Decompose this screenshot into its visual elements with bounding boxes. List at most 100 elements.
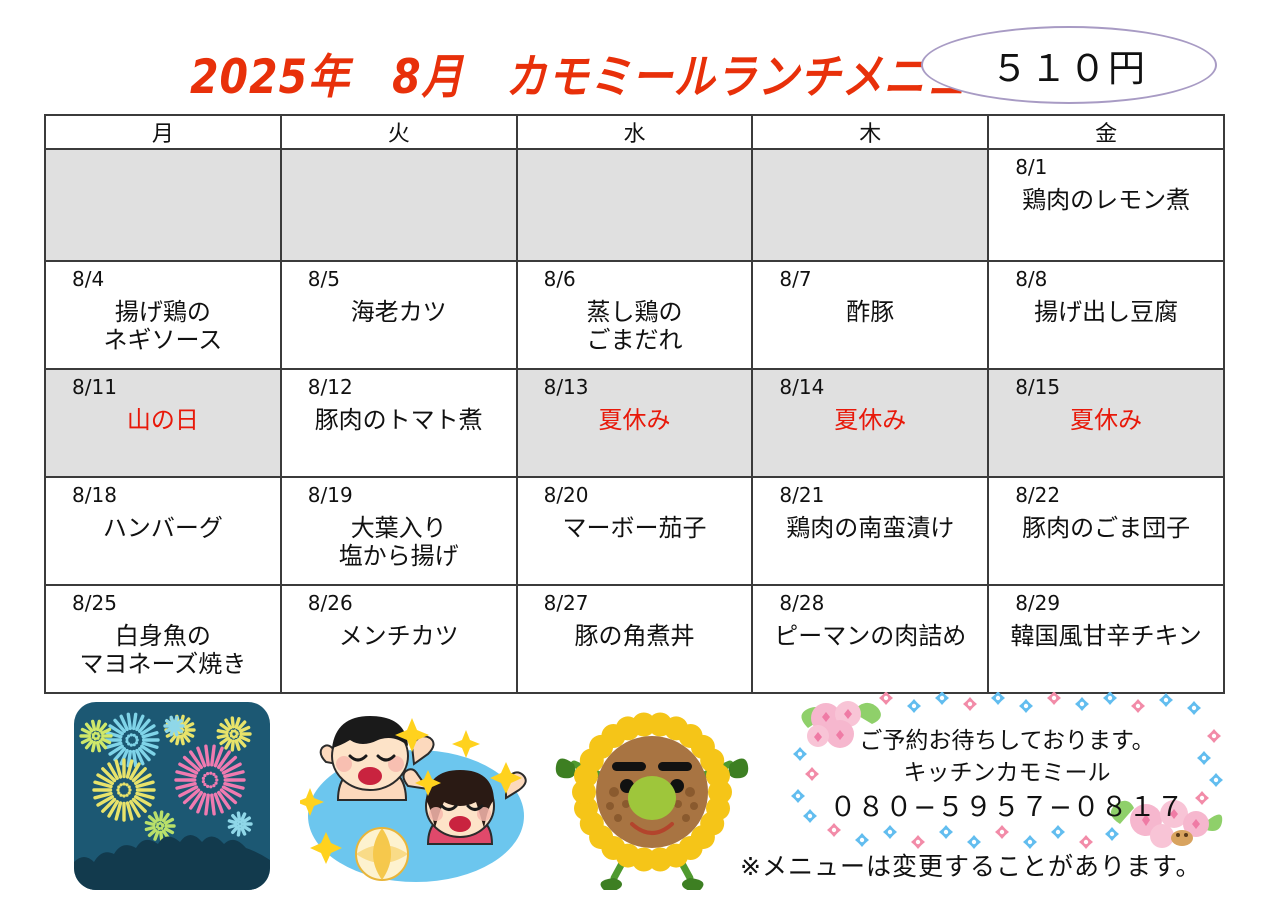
cell-dish-name: ピーマンの肉詰め [753,614,987,650]
cell-holiday-label: 山の日 [46,398,280,434]
cell-date: 8/20 [543,483,589,507]
cell-date: 8/13 [543,375,589,399]
swimming-kids-illustration [296,704,532,890]
dish-line-2: 塩から揚げ [338,542,459,571]
dish-line-2: ネギソース [103,326,223,355]
cell-date: 8/5 [307,267,340,291]
calendar-body: 8/1 鶏肉のレモン煮 8/4 揚げ鶏の ネギソース 8/5 海老カツ 8/6 蒸し鶏の ごまだれ… [44,148,1225,694]
calendar-cell[interactable]: 8/15 夏休み [987,368,1225,478]
dish-line-1: 揚げ出し豆腐 [1034,298,1179,326]
menu-change-note: ※メニューは変更することがあります。 [740,852,1202,881]
calendar-cell[interactable] [751,148,990,262]
cell-dish-name: 韓国風甘辛チキン [989,614,1223,650]
dish-line-1: 夏休み [1070,406,1143,434]
cell-holiday-label: 夏休み [753,398,987,434]
cell-dish-name: 海老カツ [282,290,516,326]
dish-line-1: 豚の角煮丼 [574,622,695,650]
calendar-cell[interactable]: 8/7 酢豚 [751,260,990,370]
cell-dish-name: ハンバーグ [46,506,280,542]
calendar-cell[interactable]: 8/28 ピーマンの肉詰め [751,584,990,694]
calendar-cell[interactable]: 8/5 海老カツ [279,260,518,370]
cell-date: 8/18 [72,483,117,507]
cell-dish-name: 鶏肉の南蛮漬け [753,506,987,542]
calendar-cell[interactable]: 8/4 揚げ鶏の ネギソース [44,260,282,370]
cell-dish-name [753,156,987,164]
cell-dish-name [282,156,516,164]
dish-line-1: 白身魚の [114,622,211,650]
calendar-cell[interactable]: 8/13 夏休み [515,368,754,478]
dish-line-1: 揚げ鶏の [114,298,211,326]
cell-date: 8/14 [779,375,825,399]
calendar-cell[interactable]: 8/25 白身魚の マヨネーズ焼き [44,584,282,694]
calendar-cell[interactable] [279,148,518,262]
cell-dish-name: 豚肉のごま団子 [989,506,1223,542]
dish-line-1: メンチカツ [338,622,459,650]
cell-date: 8/1 [1015,155,1048,179]
calendar-cell[interactable]: 8/22 豚肉のごま団子 [987,476,1225,586]
cell-date: 8/29 [1015,591,1061,615]
dish-line-1: ピーマンの肉詰め [774,622,967,650]
cell-dish-name: 揚げ鶏の ネギソース [46,290,280,355]
calendar-cell[interactable]: 8/26 メンチカツ [279,584,518,694]
dish-line-1: 韓国風甘辛チキン [1010,622,1202,650]
dish-line-1: ハンバーグ [102,514,223,542]
calendar-cell[interactable]: 8/6 蒸し鶏の ごまだれ [515,260,754,370]
table-header-row: 月 火 水 木 金 [44,114,1225,150]
calendar-cell[interactable] [44,148,282,262]
weekday-header-wed: 水 [515,114,754,150]
dish-line-1: 夏休み [598,406,671,434]
poster-footer: ご予約お待ちしております。 キッチンカモミール ０８０−５９５７−０８１７ ※メ… [0,692,1280,905]
swimming-kids-icon [296,716,527,882]
cell-dish-name: 大葉入り 塩から揚げ [282,506,516,571]
cell-date: 8/12 [307,375,353,399]
cell-dish-name [46,156,280,164]
cell-holiday-label: 夏休み [989,398,1223,434]
cell-date: 8/25 [72,591,117,615]
calendar-cell[interactable]: 8/11 山の日 [44,368,282,478]
calendar-cell[interactable]: 8/21 鶏肉の南蛮漬け [751,476,990,586]
dish-line-1: 鶏肉のレモン煮 [1022,186,1191,214]
calendar-cell[interactable] [515,148,754,262]
calendar-cell[interactable]: 8/1 鶏肉のレモン煮 [987,148,1225,262]
sunflower-illustration [548,706,756,892]
cell-date: 8/11 [72,375,117,399]
hydrangea-frame-decoration [791,692,1223,849]
page-title: 2025年 8月 カモミールランチメニュー [190,49,1010,105]
cell-dish-name: 鶏肉のレモン煮 [989,178,1223,214]
cell-date: 8/4 [72,267,105,291]
cell-dish-name: 豚の角煮丼 [518,614,752,650]
calendar-cell[interactable]: 8/18 ハンバーグ [44,476,282,586]
menu-calendar-table: 月 火 水 木 金 8/1 鶏肉のレモン煮 8/4 揚げ鶏の ネギソース 8/5 海老カツ 8… [44,114,1225,694]
calendar-cell[interactable]: 8/8 揚げ出し豆腐 [987,260,1225,370]
dish-line-1: 海老カツ [350,298,447,326]
calendar-cell[interactable]: 8/29 韓国風甘辛チキン [987,584,1225,694]
cell-dish-name: 豚肉のトマト煮 [282,398,516,434]
weekday-header-tue: 火 [279,114,518,150]
cell-dish-name: 揚げ出し豆腐 [989,290,1223,326]
cell-dish-name: メンチカツ [282,614,516,650]
dish-line-1: 豚肉のごま団子 [1022,514,1191,542]
calendar-cell[interactable]: 8/27 豚の角煮丼 [515,584,754,694]
calendar-cell[interactable]: 8/12 豚肉のトマト煮 [279,368,518,478]
calendar-cell[interactable]: 8/14 夏休み [751,368,990,478]
weekday-header-thu: 木 [751,114,990,150]
fireworks-icon [74,712,270,890]
calendar-cell[interactable]: 8/19 大葉入り 塩から揚げ [279,476,518,586]
price-label: ５１０円 [991,47,1147,90]
poster-header: 2025年 8月 カモミールランチメニュー ５１０円 [0,0,1280,112]
hydrangea-cluster-topleft [801,701,881,748]
dish-line-2: ごまだれ [586,326,683,355]
dish-line-1: 山の日 [126,406,199,434]
table-row: 8/1 鶏肉のレモン煮 [44,148,1225,262]
cell-dish-name: 酢豚 [753,290,987,326]
cell-date: 8/8 [1015,267,1048,291]
dish-line-1: 夏休み [834,406,907,434]
hydrangea-cluster-bottomright [1110,800,1223,848]
calendar-cell[interactable]: 8/20 マーボー茄子 [515,476,754,586]
dish-line-1: 蒸し鶏の [586,298,683,326]
dish-line-1: 鶏肉の南蛮漬け [786,514,955,542]
cell-date: 8/27 [543,591,589,615]
cell-date: 8/28 [779,591,825,615]
cell-dish-name: マーボー茄子 [518,506,752,542]
